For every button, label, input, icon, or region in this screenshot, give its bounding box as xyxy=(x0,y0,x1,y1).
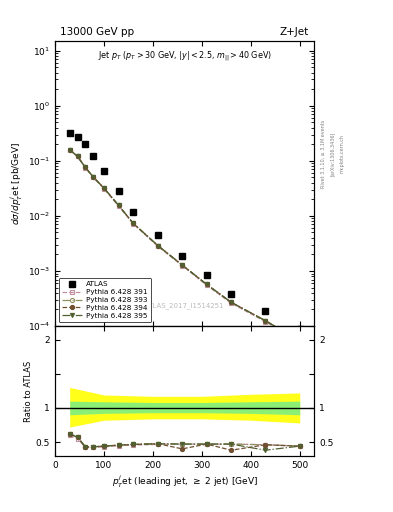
Text: Rivet 3.1.10, ≥ 3.1M events: Rivet 3.1.10, ≥ 3.1M events xyxy=(320,119,325,188)
Pythia 6.428 393 xyxy=(116,202,121,208)
Text: mcplots.cern.ch: mcplots.cern.ch xyxy=(340,134,345,173)
ATLAS xyxy=(298,326,302,332)
Text: Jet $p_T$ ($p_T > 30$ GeV, $|y| < 2.5$, $m_{||}> 40$ GeV): Jet $p_T$ ($p_T > 30$ GeV, $|y| < 2.5$, … xyxy=(98,50,272,63)
X-axis label: $p_T^{j}$et (leading jet, $\geq$ 2 jet) [GeV]: $p_T^{j}$et (leading jet, $\geq$ 2 jet) … xyxy=(112,474,258,490)
ATLAS xyxy=(116,188,121,195)
ATLAS xyxy=(263,308,268,314)
Pythia 6.428 391 xyxy=(116,203,121,209)
Pythia 6.428 394 xyxy=(91,174,95,180)
Pythia 6.428 395 xyxy=(83,164,88,170)
Pythia 6.428 394 xyxy=(156,243,160,249)
ATLAS xyxy=(67,130,72,136)
Pythia 6.428 391 xyxy=(180,263,185,269)
Legend: ATLAS, Pythia 6.428 391, Pythia 6.428 393, Pythia 6.428 394, Pythia 6.428 395: ATLAS, Pythia 6.428 391, Pythia 6.428 39… xyxy=(59,278,151,323)
Pythia 6.428 393 xyxy=(83,164,88,170)
Y-axis label: $d\sigma/dp_T^{j}$et [pb/GeV]: $d\sigma/dp_T^{j}$et [pb/GeV] xyxy=(9,142,25,225)
Text: Z+Jet: Z+Jet xyxy=(280,27,309,37)
Pythia 6.428 394 xyxy=(67,146,72,153)
Pythia 6.428 395 xyxy=(229,299,233,305)
Text: [arXiv:1306.3436]: [arXiv:1306.3436] xyxy=(330,132,335,176)
Pythia 6.428 394 xyxy=(180,262,185,268)
Pythia 6.428 393 xyxy=(131,220,136,226)
Line: ATLAS: ATLAS xyxy=(66,130,303,332)
Pythia 6.428 395 xyxy=(156,243,160,249)
Pythia 6.428 394 xyxy=(83,164,88,170)
Text: ATLAS_2017_I1514251: ATLAS_2017_I1514251 xyxy=(145,302,224,309)
Pythia 6.428 395 xyxy=(204,282,209,288)
Pythia 6.428 395 xyxy=(75,154,80,160)
Pythia 6.428 393 xyxy=(102,185,107,191)
ATLAS xyxy=(102,168,107,174)
Pythia 6.428 394 xyxy=(102,185,107,191)
Line: Pythia 6.428 393: Pythia 6.428 393 xyxy=(68,147,302,343)
Pythia 6.428 394 xyxy=(75,154,80,160)
Pythia 6.428 393 xyxy=(75,154,80,160)
Pythia 6.428 394 xyxy=(263,317,268,324)
Pythia 6.428 393 xyxy=(180,262,185,268)
Pythia 6.428 395 xyxy=(116,202,121,208)
Pythia 6.428 391 xyxy=(156,243,160,249)
ATLAS xyxy=(83,141,88,147)
Pythia 6.428 393 xyxy=(204,282,209,288)
Pythia 6.428 395 xyxy=(91,174,95,180)
ATLAS xyxy=(180,252,185,259)
Pythia 6.428 395 xyxy=(102,185,107,191)
Pythia 6.428 391 xyxy=(75,154,80,160)
Pythia 6.428 393 xyxy=(156,243,160,249)
Pythia 6.428 393 xyxy=(298,338,302,344)
Pythia 6.428 395 xyxy=(263,317,268,324)
ATLAS xyxy=(229,291,233,297)
Pythia 6.428 395 xyxy=(180,262,185,268)
Pythia 6.428 391 xyxy=(131,221,136,227)
Pythia 6.428 395 xyxy=(67,146,72,153)
Pythia 6.428 393 xyxy=(263,317,268,324)
ATLAS xyxy=(204,272,209,278)
Pythia 6.428 394 xyxy=(298,338,302,344)
Pythia 6.428 395 xyxy=(298,338,302,344)
ATLAS xyxy=(156,232,160,238)
Pythia 6.428 391 xyxy=(102,186,107,192)
ATLAS xyxy=(75,134,80,140)
Pythia 6.428 391 xyxy=(298,338,302,345)
Line: Pythia 6.428 394: Pythia 6.428 394 xyxy=(68,147,302,343)
Pythia 6.428 394 xyxy=(229,299,233,305)
Y-axis label: Ratio to ATLAS: Ratio to ATLAS xyxy=(24,360,33,421)
Pythia 6.428 391 xyxy=(91,175,95,181)
Text: 13000 GeV pp: 13000 GeV pp xyxy=(60,27,134,37)
Pythia 6.428 394 xyxy=(116,202,121,208)
Line: Pythia 6.428 395: Pythia 6.428 395 xyxy=(68,147,302,343)
ATLAS xyxy=(131,208,136,215)
Pythia 6.428 395 xyxy=(131,220,136,226)
Pythia 6.428 393 xyxy=(91,174,95,180)
Pythia 6.428 394 xyxy=(204,282,209,288)
Pythia 6.428 393 xyxy=(67,146,72,153)
ATLAS xyxy=(91,154,95,160)
Line: Pythia 6.428 391: Pythia 6.428 391 xyxy=(68,148,302,344)
Pythia 6.428 391 xyxy=(204,282,209,288)
Pythia 6.428 394 xyxy=(131,220,136,226)
Pythia 6.428 391 xyxy=(263,318,268,325)
Pythia 6.428 393 xyxy=(229,299,233,305)
Pythia 6.428 391 xyxy=(229,300,233,306)
Pythia 6.428 391 xyxy=(67,147,72,154)
Pythia 6.428 391 xyxy=(83,165,88,171)
